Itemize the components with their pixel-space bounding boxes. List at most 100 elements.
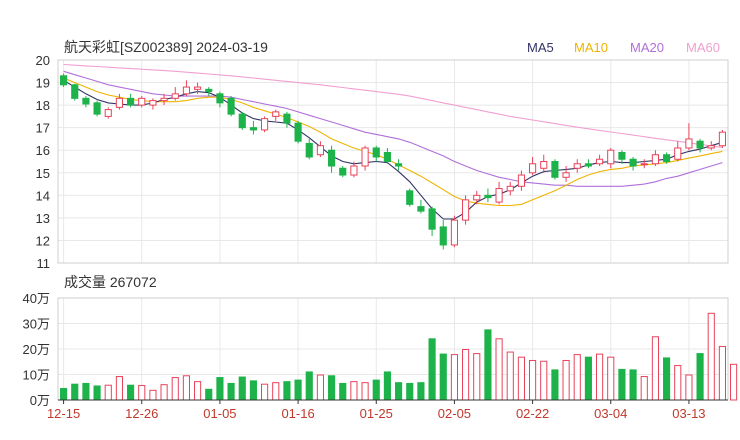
price-tick-label: 14 — [36, 188, 50, 203]
volume-bar — [696, 353, 704, 401]
date-label: 02-05 — [438, 406, 471, 421]
volume-bar — [294, 379, 302, 401]
price-tick-label: 16 — [36, 143, 50, 158]
candle — [506, 181, 514, 196]
candle-body — [562, 172, 570, 178]
volume-bar — [573, 354, 581, 401]
volume-tick-label: 20万 — [23, 342, 50, 357]
candle — [562, 166, 570, 182]
grid-layer — [57, 59, 729, 401]
candle-body — [272, 111, 280, 117]
volume-bar — [361, 382, 369, 401]
volume-bar — [383, 371, 391, 401]
candle — [551, 159, 559, 180]
price-tick-label: 20 — [36, 53, 50, 68]
volume-tick-label: 10万 — [23, 368, 50, 383]
volume-bar — [261, 383, 269, 401]
volume-bar — [372, 379, 380, 401]
candle-body — [685, 138, 693, 149]
candle — [171, 87, 179, 101]
candle-body — [82, 97, 90, 105]
volume-bar — [663, 357, 671, 401]
candle — [372, 145, 380, 162]
candle — [406, 188, 414, 207]
price-tick-label: 19 — [36, 76, 50, 91]
volume-bar — [462, 349, 470, 401]
candle — [618, 150, 626, 164]
volume-bar — [618, 368, 626, 401]
volume-bar — [93, 385, 101, 401]
candle-body — [573, 163, 581, 169]
candle — [383, 147, 391, 164]
candle — [328, 145, 336, 173]
volume-bar — [160, 384, 168, 401]
candle — [216, 91, 224, 108]
volume-bar — [104, 384, 112, 401]
candle — [283, 111, 291, 128]
candle — [629, 156, 637, 171]
candle-body — [495, 188, 503, 203]
candle-body — [629, 158, 637, 167]
candle — [127, 93, 135, 108]
volume-tick-label: 30万 — [23, 317, 50, 332]
candle — [450, 215, 458, 248]
volume-bar — [596, 353, 604, 401]
volume-bar — [473, 353, 481, 401]
candle — [249, 120, 257, 135]
candle-body — [540, 161, 548, 169]
candle-body — [372, 147, 380, 158]
candle-body — [462, 199, 470, 221]
volume-layer — [60, 312, 738, 401]
candle-body — [328, 149, 336, 167]
candle-body — [718, 131, 726, 147]
candle — [149, 98, 157, 110]
volume-bar — [551, 369, 559, 401]
volume-bar — [629, 369, 637, 401]
volume-bar — [328, 375, 336, 401]
volume-bar — [640, 376, 648, 401]
candle-body — [383, 151, 391, 163]
ma5-line — [63, 79, 723, 220]
price-tick-label: 13 — [36, 211, 50, 226]
candle — [607, 147, 615, 169]
candle-body — [696, 140, 704, 149]
candle-body — [517, 174, 525, 187]
candle-body — [261, 118, 269, 131]
volume-bar — [450, 354, 458, 401]
volume-bar — [115, 376, 123, 401]
price-tick-label: 17 — [36, 121, 50, 136]
candle — [663, 152, 671, 164]
ma20-line — [63, 70, 723, 187]
date-label: 02-22 — [516, 406, 549, 421]
volume-title: 成交量 267072 — [64, 274, 157, 290]
volume-bar — [194, 381, 202, 401]
volume-bar — [417, 382, 425, 401]
candle — [261, 116, 269, 133]
legend: MA5 MA10 MA20 MA60 — [527, 40, 720, 55]
candle — [517, 170, 525, 191]
candle-body — [104, 109, 112, 117]
volume-bar — [272, 382, 280, 401]
volume-bar — [529, 359, 537, 401]
volume-bar — [718, 345, 726, 401]
candle-body — [651, 154, 659, 165]
candle-body — [596, 158, 604, 165]
candle-body — [640, 163, 648, 166]
volume-tick-label: 40万 — [23, 291, 50, 306]
candle-body — [182, 86, 190, 95]
candle — [160, 93, 168, 106]
candle — [428, 206, 436, 236]
volume-bar — [138, 384, 146, 401]
candle — [596, 154, 604, 167]
candle — [305, 138, 313, 160]
candle-body — [227, 97, 235, 115]
candle-body — [305, 142, 313, 158]
candle-body — [607, 149, 615, 165]
price-tick-label: 15 — [36, 166, 50, 181]
candle-body — [93, 102, 101, 115]
candle-body — [160, 97, 168, 102]
candle-body — [417, 206, 425, 212]
volume-bar — [406, 382, 414, 401]
volume-bar — [182, 375, 190, 401]
